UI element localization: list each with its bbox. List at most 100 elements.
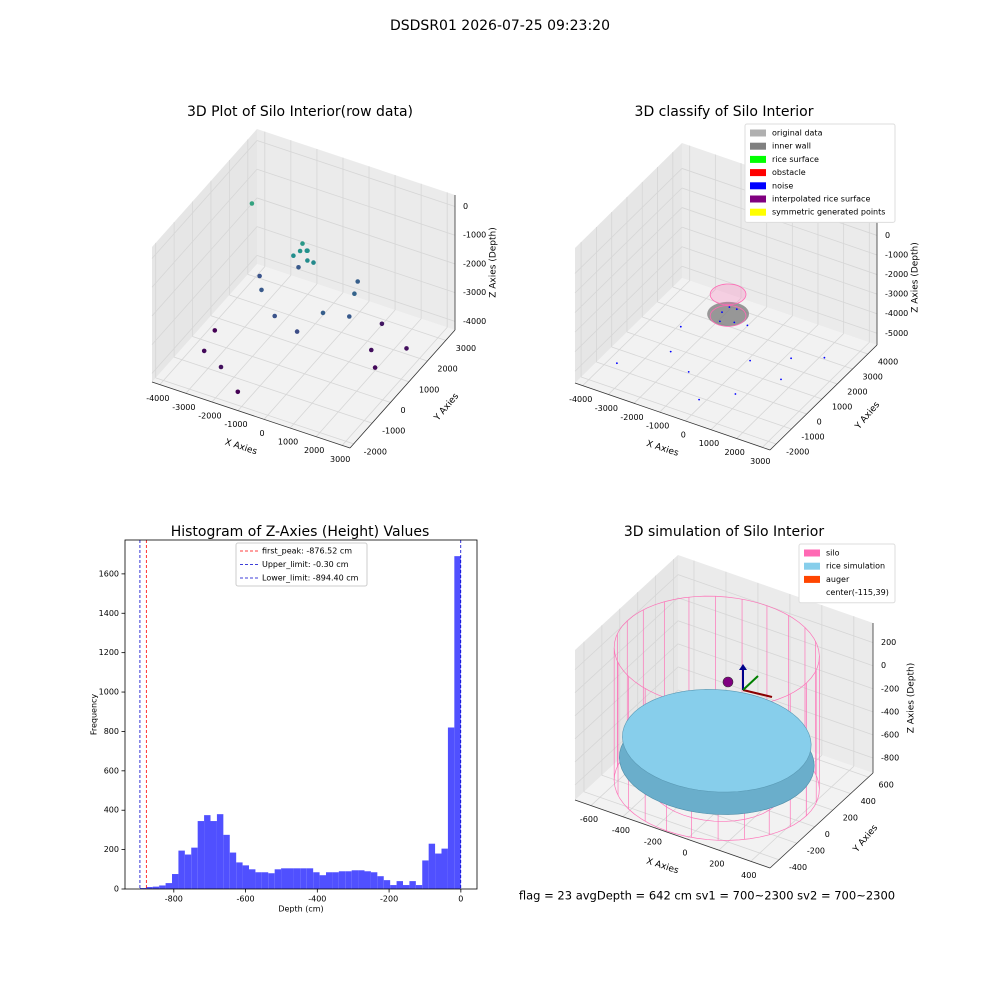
grid-line xyxy=(574,265,878,372)
legend: silo rice simulation auger center(-115,39) xyxy=(798,543,896,604)
point xyxy=(235,389,241,395)
bar xyxy=(210,821,217,889)
bar xyxy=(402,885,410,889)
z-axis-label: Z Axies (Depth) xyxy=(489,227,499,298)
x-tick-label: -600 xyxy=(580,815,598,824)
y-tick-label: 1000 xyxy=(419,385,439,394)
point xyxy=(749,359,751,362)
legend-label: obstacle xyxy=(772,168,806,177)
x-tick-label: -1000 xyxy=(646,422,669,431)
auger-glyph xyxy=(722,664,773,698)
x-tick-label: -200 xyxy=(380,895,398,904)
side-pane xyxy=(575,143,682,383)
bar xyxy=(351,870,359,889)
bar xyxy=(165,883,173,889)
point xyxy=(272,313,278,319)
y-tick-label: 1400 xyxy=(99,609,119,618)
floor-pane xyxy=(575,278,877,450)
z-tick-label: -3000 xyxy=(885,290,908,299)
bar xyxy=(184,854,192,889)
z-tick-label: 0 xyxy=(463,202,468,211)
x-tick-label: 2000 xyxy=(304,446,324,455)
y-tick-label: 400 xyxy=(861,797,876,806)
legend-label: Lower_limit: -894.40 cm xyxy=(262,574,359,583)
point xyxy=(372,365,378,370)
bar xyxy=(441,848,448,889)
x-tick-label: -2000 xyxy=(620,413,643,422)
y-tick-label: 1200 xyxy=(99,648,119,657)
z-tick-label: -600 xyxy=(881,730,899,739)
bar xyxy=(172,874,179,889)
legend-frame xyxy=(235,542,368,587)
x-tick-label: -400 xyxy=(308,895,326,904)
bar xyxy=(159,885,166,889)
legend-label: interpolated rice surface xyxy=(772,195,870,204)
bar xyxy=(306,868,314,889)
x-tick-label: -4000 xyxy=(569,395,592,404)
y-tick-label: 4000 xyxy=(878,358,898,367)
chart-title: Histogram of Z-Axies (Height) Values xyxy=(171,524,430,540)
x-tick-label: 0 xyxy=(681,430,686,439)
x-tick-label: -200 xyxy=(644,837,662,846)
grid-line xyxy=(626,197,823,400)
bar xyxy=(274,869,282,889)
x-tick-label: -3000 xyxy=(172,403,195,412)
point xyxy=(733,321,736,324)
legend-label: rice simulation xyxy=(826,562,885,571)
z-tick-label: -4000 xyxy=(885,309,908,318)
grid-line xyxy=(228,160,428,362)
y-axis-label: Y Axies xyxy=(851,823,880,855)
grid-line xyxy=(263,166,370,420)
z-tick-label: -4000 xyxy=(463,317,486,326)
legend: first_peak: -876.52 cm Upper_limit: -0.30… xyxy=(235,542,368,587)
z-tick-label: -800 xyxy=(881,754,899,763)
point xyxy=(259,287,264,293)
bar xyxy=(358,870,365,889)
bar xyxy=(223,834,230,889)
x-tick-label: -2000 xyxy=(198,411,221,420)
y-tick-label: 400 xyxy=(104,806,119,815)
bar xyxy=(364,871,371,889)
grid-line xyxy=(237,157,344,411)
z-tick-label: -5000 xyxy=(885,329,908,338)
bar xyxy=(249,869,256,889)
chart-title: 3D Plot of Silo Interior(row data) xyxy=(187,104,413,120)
bar xyxy=(261,872,269,889)
x-tick-label: 0 xyxy=(682,849,687,858)
chart-title: 3D simulation of Silo Interior xyxy=(624,524,825,540)
bar xyxy=(326,872,333,889)
point xyxy=(355,279,361,284)
point xyxy=(212,328,218,333)
point xyxy=(218,364,224,370)
point xyxy=(728,306,731,308)
legend-swatch xyxy=(750,142,766,150)
y-tick-label: -1000 xyxy=(801,433,824,442)
y-tick-label: 0 xyxy=(114,885,119,894)
x-tick-label: -400 xyxy=(612,826,630,835)
x-tick-label: 1000 xyxy=(278,438,298,447)
x-tick-label: -1000 xyxy=(224,420,247,429)
y-tick-label: 3000 xyxy=(456,344,476,353)
x-axis-label: X Axies xyxy=(223,438,258,458)
x-tick-label: 0 xyxy=(458,895,463,904)
rice-surface xyxy=(622,689,812,793)
point xyxy=(249,201,255,206)
bar xyxy=(383,880,391,889)
point xyxy=(369,347,374,353)
axes-3d: -4000-3000-2000-10000100020003000-2000-1… xyxy=(146,129,499,464)
legend-swatch xyxy=(804,575,820,583)
grid-line xyxy=(574,620,874,717)
y-tick-label: 600 xyxy=(879,781,894,790)
bar xyxy=(216,814,224,889)
legend: original data inner wall rice surface obsta… xyxy=(744,123,896,223)
z-tick-label: -3000 xyxy=(463,288,486,297)
point xyxy=(780,378,782,381)
bar xyxy=(428,843,436,889)
point xyxy=(698,398,700,401)
point xyxy=(823,356,826,359)
point xyxy=(291,253,296,258)
x-tick-label: 3000 xyxy=(330,455,350,464)
point xyxy=(669,350,672,353)
y-tick-label: 3000 xyxy=(863,373,883,382)
